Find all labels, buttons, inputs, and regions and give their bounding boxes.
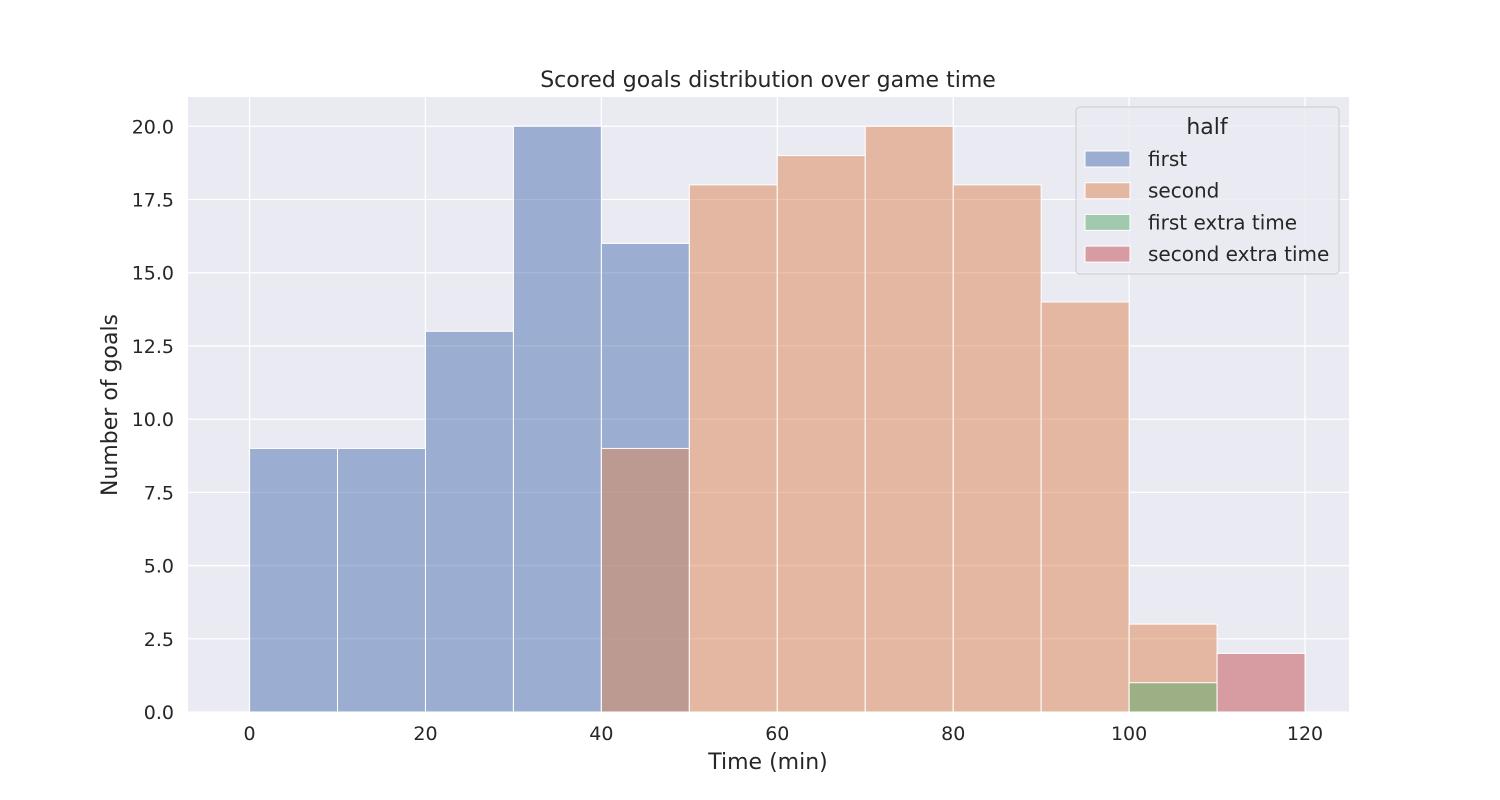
- legend-label: second: [1148, 179, 1219, 203]
- bar: [864, 125, 954, 713]
- y-tick-label: 15.0: [132, 263, 174, 285]
- bar: [1040, 301, 1130, 713]
- x-axis-ticks: 0 20 40 60 80 100 120: [244, 723, 1324, 745]
- legend-swatch: [1084, 150, 1131, 168]
- x-tick-label: 0: [244, 723, 256, 745]
- bar: [1216, 652, 1306, 713]
- x-tick-label: 20: [413, 723, 437, 745]
- legend-swatch: [1084, 182, 1131, 200]
- y-tick-label: 5.0: [144, 556, 174, 578]
- legend-frame: [1075, 106, 1340, 275]
- x-tick-label: 60: [765, 723, 789, 745]
- x-tick-label: 80: [941, 723, 965, 745]
- x-tick-label: 40: [589, 723, 613, 745]
- bar: [1128, 682, 1218, 713]
- bar: [337, 447, 426, 713]
- legend-label: first: [1148, 147, 1187, 171]
- legend-swatch: [1084, 213, 1131, 231]
- y-axis-label: Number of goals: [98, 314, 123, 496]
- legend-label: second extra time: [1148, 242, 1329, 266]
- bars: [249, 125, 1306, 713]
- y-tick-label: 2.5: [144, 629, 174, 651]
- legend-label: first extra time: [1148, 210, 1297, 234]
- bar: [424, 330, 514, 713]
- legend-title: half: [1186, 115, 1229, 140]
- y-tick-label: 10.0: [132, 409, 174, 431]
- bar: [249, 447, 339, 713]
- bar: [776, 155, 866, 713]
- y-tick-label: 7.5: [144, 482, 174, 504]
- bar: [952, 184, 1042, 713]
- y-tick-label: 17.5: [132, 190, 174, 212]
- x-axis-label: Time (min): [707, 750, 828, 775]
- y-tick-label: 20.0: [132, 116, 174, 138]
- x-tick-label: 120: [1287, 723, 1323, 745]
- bar: [512, 125, 602, 713]
- y-axis-ticks: 0.0 2.5 5.0 7.5 10.0 12.5 15.0 17.5 20.0: [132, 116, 174, 724]
- x-tick-label: 100: [1111, 723, 1147, 745]
- legend: half first second first extra time second e…: [1075, 106, 1340, 275]
- bar: [688, 184, 778, 713]
- legend-swatch: [1084, 245, 1131, 263]
- legend-items: first second first extra time second extra …: [1084, 147, 1329, 266]
- y-tick-label: 0.0: [144, 702, 174, 724]
- y-tick-label: 12.5: [132, 336, 174, 358]
- chart-title: Scored goals distribution over game time: [540, 68, 996, 93]
- bar: [600, 447, 690, 713]
